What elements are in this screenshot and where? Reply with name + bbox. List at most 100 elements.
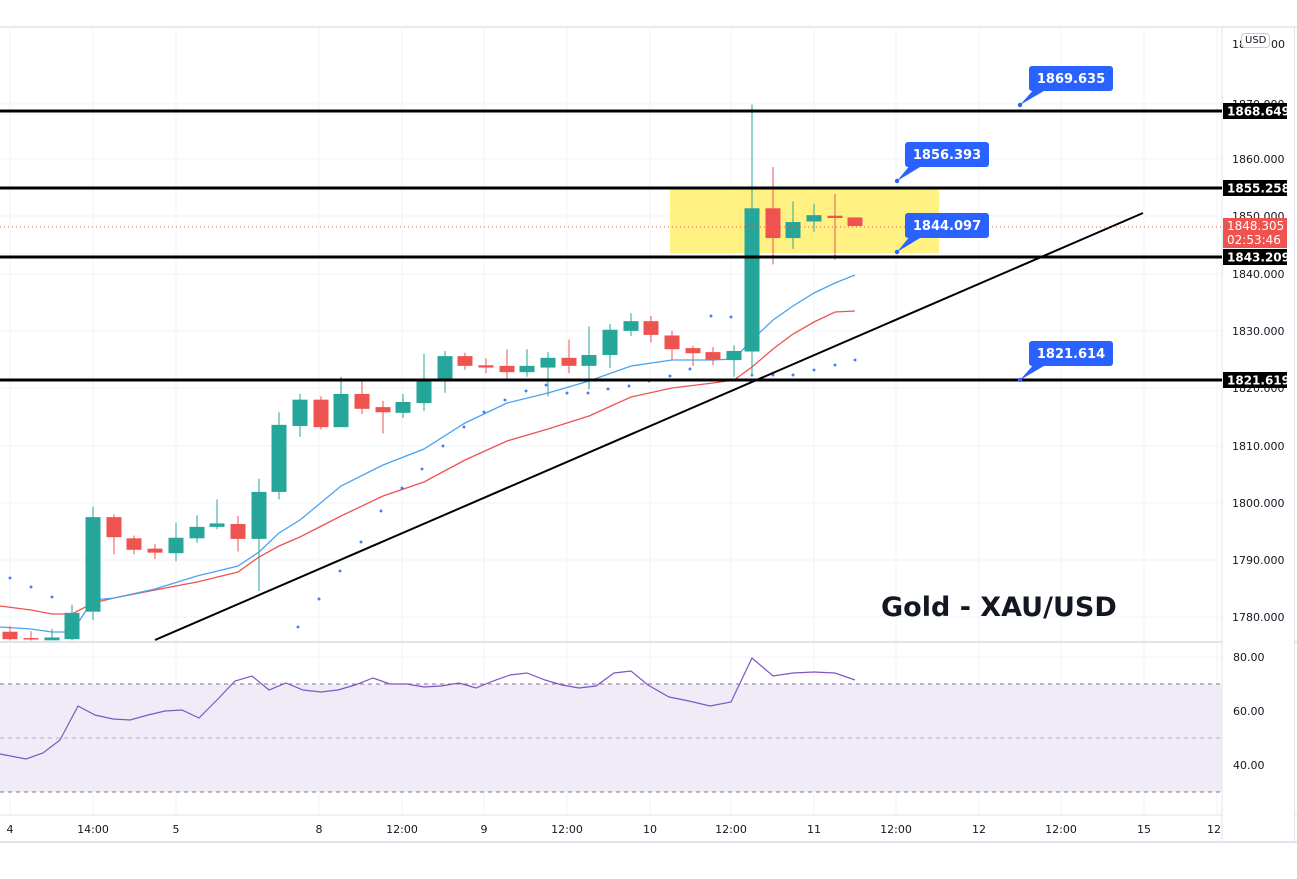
candle-bullish[interactable] [785, 201, 801, 249]
candle-bullish[interactable] [602, 324, 618, 369]
candle-bearish[interactable] [23, 631, 39, 641]
candle-body [230, 524, 246, 539]
candle-bullish[interactable] [292, 393, 308, 437]
candle-bearish[interactable] [354, 379, 370, 414]
candle-bearish[interactable] [499, 349, 515, 380]
sar-dot [503, 398, 507, 402]
candle-bullish[interactable] [395, 393, 411, 418]
candle-body [313, 399, 329, 428]
candle-bearish[interactable] [664, 330, 680, 360]
candle-body [499, 365, 515, 373]
candle-bullish[interactable] [744, 104, 760, 377]
candle-bearish[interactable] [230, 515, 246, 552]
candle-bullish[interactable] [44, 628, 60, 641]
time-tick-label: 12:00 [880, 823, 912, 836]
last-price-value: 1848.305 [1227, 219, 1284, 233]
rsi-pane[interactable] [0, 657, 1222, 793]
candle-body [685, 348, 701, 354]
sar-dot [627, 384, 631, 388]
candlesticks[interactable] [2, 104, 863, 641]
candle-bearish[interactable] [457, 352, 473, 370]
price-callouts[interactable]: 1869.635 1856.393 1844.097 1821.614 [894, 66, 1113, 383]
candle-bullish[interactable] [251, 478, 267, 592]
time-tick-label: 5 [173, 823, 180, 836]
price-callout[interactable]: 1869.635 [1017, 66, 1113, 108]
candle-bearish[interactable] [847, 217, 863, 227]
time-axis[interactable]: 4 14:00 5 8 12:00 9 12:00 10 12:00 11 12:00 12 12:00… [7, 823, 1222, 836]
candle-bullish[interactable] [519, 349, 535, 377]
candle-bullish[interactable] [85, 506, 101, 621]
candle-body [375, 407, 391, 413]
candle-bullish[interactable] [806, 203, 822, 232]
price-axis[interactable]: 18001870.0001860.0001850.0001840.0001830… [1223, 28, 1294, 841]
sar-dot [462, 425, 466, 429]
candle-bullish[interactable] [271, 412, 287, 500]
time-tick-label: 9 [481, 823, 488, 836]
candle-bearish[interactable] [561, 339, 577, 374]
candle-bearish[interactable] [126, 535, 142, 555]
sar-dot [544, 383, 548, 387]
candle-bullish[interactable] [209, 499, 225, 530]
time-tick-label: 10 [643, 823, 657, 836]
candle-body [827, 215, 843, 219]
candle-bearish[interactable] [478, 358, 494, 374]
candle-bearish[interactable] [685, 345, 701, 366]
trendline[interactable] [154, 212, 1144, 641]
candle-body [744, 208, 760, 352]
price-tick-label: 1780.000 [1232, 611, 1285, 624]
candle-bullish[interactable] [168, 522, 184, 562]
candle-bullish[interactable] [189, 515, 205, 543]
price-callout[interactable]: 1821.614 [1017, 341, 1113, 383]
candle-bearish[interactable] [2, 625, 18, 641]
candle-body [44, 637, 60, 641]
candle-bullish[interactable] [623, 313, 639, 337]
sar-dot [565, 391, 569, 395]
currency-badge[interactable]: USD [1241, 33, 1271, 48]
level-tag-text: 1821.619 [1227, 374, 1290, 388]
level-price-tag[interactable]: 1855.258 [1223, 180, 1290, 196]
price-tick-label: 1810.000 [1232, 440, 1285, 453]
candle-bullish[interactable] [64, 604, 80, 641]
candle-bearish[interactable] [106, 514, 122, 555]
price-callout[interactable]: 1844.097 [894, 213, 989, 255]
candle-body [395, 401, 411, 413]
candle-bullish[interactable] [333, 376, 349, 428]
candle-body [416, 380, 432, 404]
level-price-tag[interactable]: 1868.649 [1223, 103, 1290, 119]
rsi-line[interactable] [0, 657, 856, 760]
callout-box [905, 142, 989, 167]
candle-bearish[interactable] [147, 544, 163, 559]
level-price-tag[interactable]: 1821.619 [1223, 372, 1290, 388]
candle-bearish[interactable] [643, 316, 659, 343]
candle-bearish[interactable] [313, 396, 329, 430]
candle-bearish[interactable] [705, 346, 721, 366]
candle-bearish[interactable] [765, 167, 781, 265]
candle-bearish[interactable] [827, 193, 843, 260]
ascending-trendline[interactable] [154, 212, 1144, 641]
candle-body [189, 526, 205, 539]
callout-box [1029, 66, 1113, 91]
candle-bullish[interactable] [726, 345, 742, 377]
candle-body [478, 365, 494, 368]
level-tag-text: 1843.209 [1227, 251, 1290, 265]
callout-pointer [897, 164, 925, 181]
candle-bullish[interactable] [437, 350, 453, 393]
candle-bearish[interactable] [375, 400, 391, 434]
sar-dot [812, 368, 816, 372]
callout-label: 1844.097 [913, 219, 981, 234]
candle-bullish[interactable] [416, 353, 432, 412]
candle-body [540, 357, 556, 368]
candle-body [147, 548, 163, 553]
callout-label: 1821.614 [1037, 347, 1105, 362]
candle-body [23, 638, 39, 640]
level-price-tag[interactable]: 1843.209 [1223, 249, 1290, 265]
price-callout[interactable]: 1856.393 [894, 142, 989, 184]
last-price-tag-bg [1223, 218, 1287, 248]
candle-bullish[interactable] [540, 352, 556, 397]
candle-body [623, 321, 639, 331]
callout-anchor-dot [894, 178, 900, 184]
level-tag-text: 1855.258 [1227, 182, 1290, 196]
callout-anchor-dot [1017, 377, 1023, 383]
sar-dot [441, 444, 445, 448]
